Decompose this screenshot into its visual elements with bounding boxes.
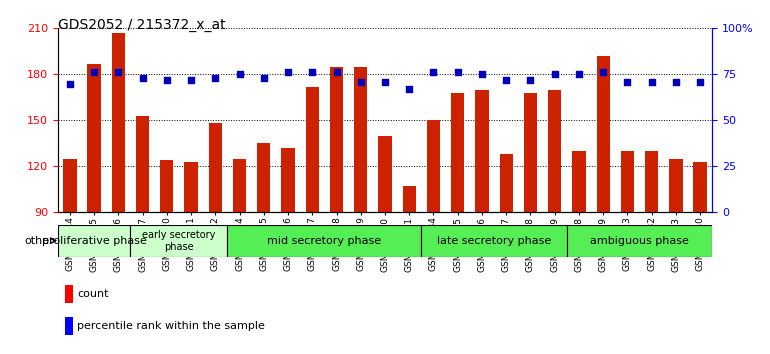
Point [112, 70, 125, 75]
Bar [63, 159, 76, 212]
Point [597, 70, 609, 75]
Bar [354, 67, 367, 212]
Point [64, 81, 76, 86]
Bar [306, 87, 319, 212]
Bar [548, 90, 561, 212]
Bar [451, 93, 464, 212]
Point [355, 79, 367, 85]
Text: late secretory phase: late secretory phase [437, 236, 551, 246]
Point [161, 77, 173, 83]
Bar [403, 186, 416, 212]
Point [645, 79, 658, 85]
Bar [378, 136, 392, 212]
Point [330, 70, 343, 75]
Point [621, 79, 634, 85]
Point [573, 72, 585, 77]
Bar [88, 64, 101, 212]
Bar [567, 225, 712, 257]
Text: ambiguous phase: ambiguous phase [590, 236, 689, 246]
Point [548, 72, 561, 77]
Point [403, 86, 415, 92]
Bar [184, 162, 198, 212]
Bar [58, 225, 130, 257]
Text: early secretory
phase: early secretory phase [142, 230, 216, 252]
Text: proliferative phase: proliferative phase [42, 236, 146, 246]
Bar [621, 151, 634, 212]
Bar [475, 90, 489, 212]
Bar [500, 154, 513, 212]
Point [694, 79, 706, 85]
Bar [694, 162, 707, 212]
Bar [112, 33, 125, 212]
Point [476, 72, 488, 77]
Point [282, 70, 294, 75]
Point [258, 75, 270, 81]
Point [88, 70, 100, 75]
Point [136, 75, 149, 81]
Bar [645, 151, 658, 212]
Bar [524, 93, 537, 212]
Bar [281, 148, 295, 212]
Point [500, 77, 512, 83]
Point [451, 70, 464, 75]
Text: count: count [77, 289, 109, 299]
Point [379, 79, 391, 85]
Bar [136, 116, 149, 212]
Text: GDS2052 / 215372_x_at: GDS2052 / 215372_x_at [58, 18, 226, 32]
Text: other: other [24, 236, 54, 246]
Bar [572, 151, 586, 212]
Bar [227, 225, 421, 257]
Bar [597, 56, 610, 212]
Text: percentile rank within the sample: percentile rank within the sample [77, 321, 265, 331]
Point [427, 70, 440, 75]
Bar [65, 285, 73, 303]
Bar [233, 159, 246, 212]
Text: mid secretory phase: mid secretory phase [267, 236, 381, 246]
Bar [65, 317, 73, 335]
Point [209, 75, 222, 81]
Bar [257, 143, 270, 212]
Point [233, 72, 246, 77]
Bar [421, 225, 567, 257]
Bar [209, 124, 222, 212]
Bar [130, 225, 227, 257]
Point [306, 70, 319, 75]
Point [670, 79, 682, 85]
Bar [427, 120, 440, 212]
Bar [330, 67, 343, 212]
Point [524, 77, 537, 83]
Bar [160, 160, 173, 212]
Bar [669, 159, 682, 212]
Point [185, 77, 197, 83]
